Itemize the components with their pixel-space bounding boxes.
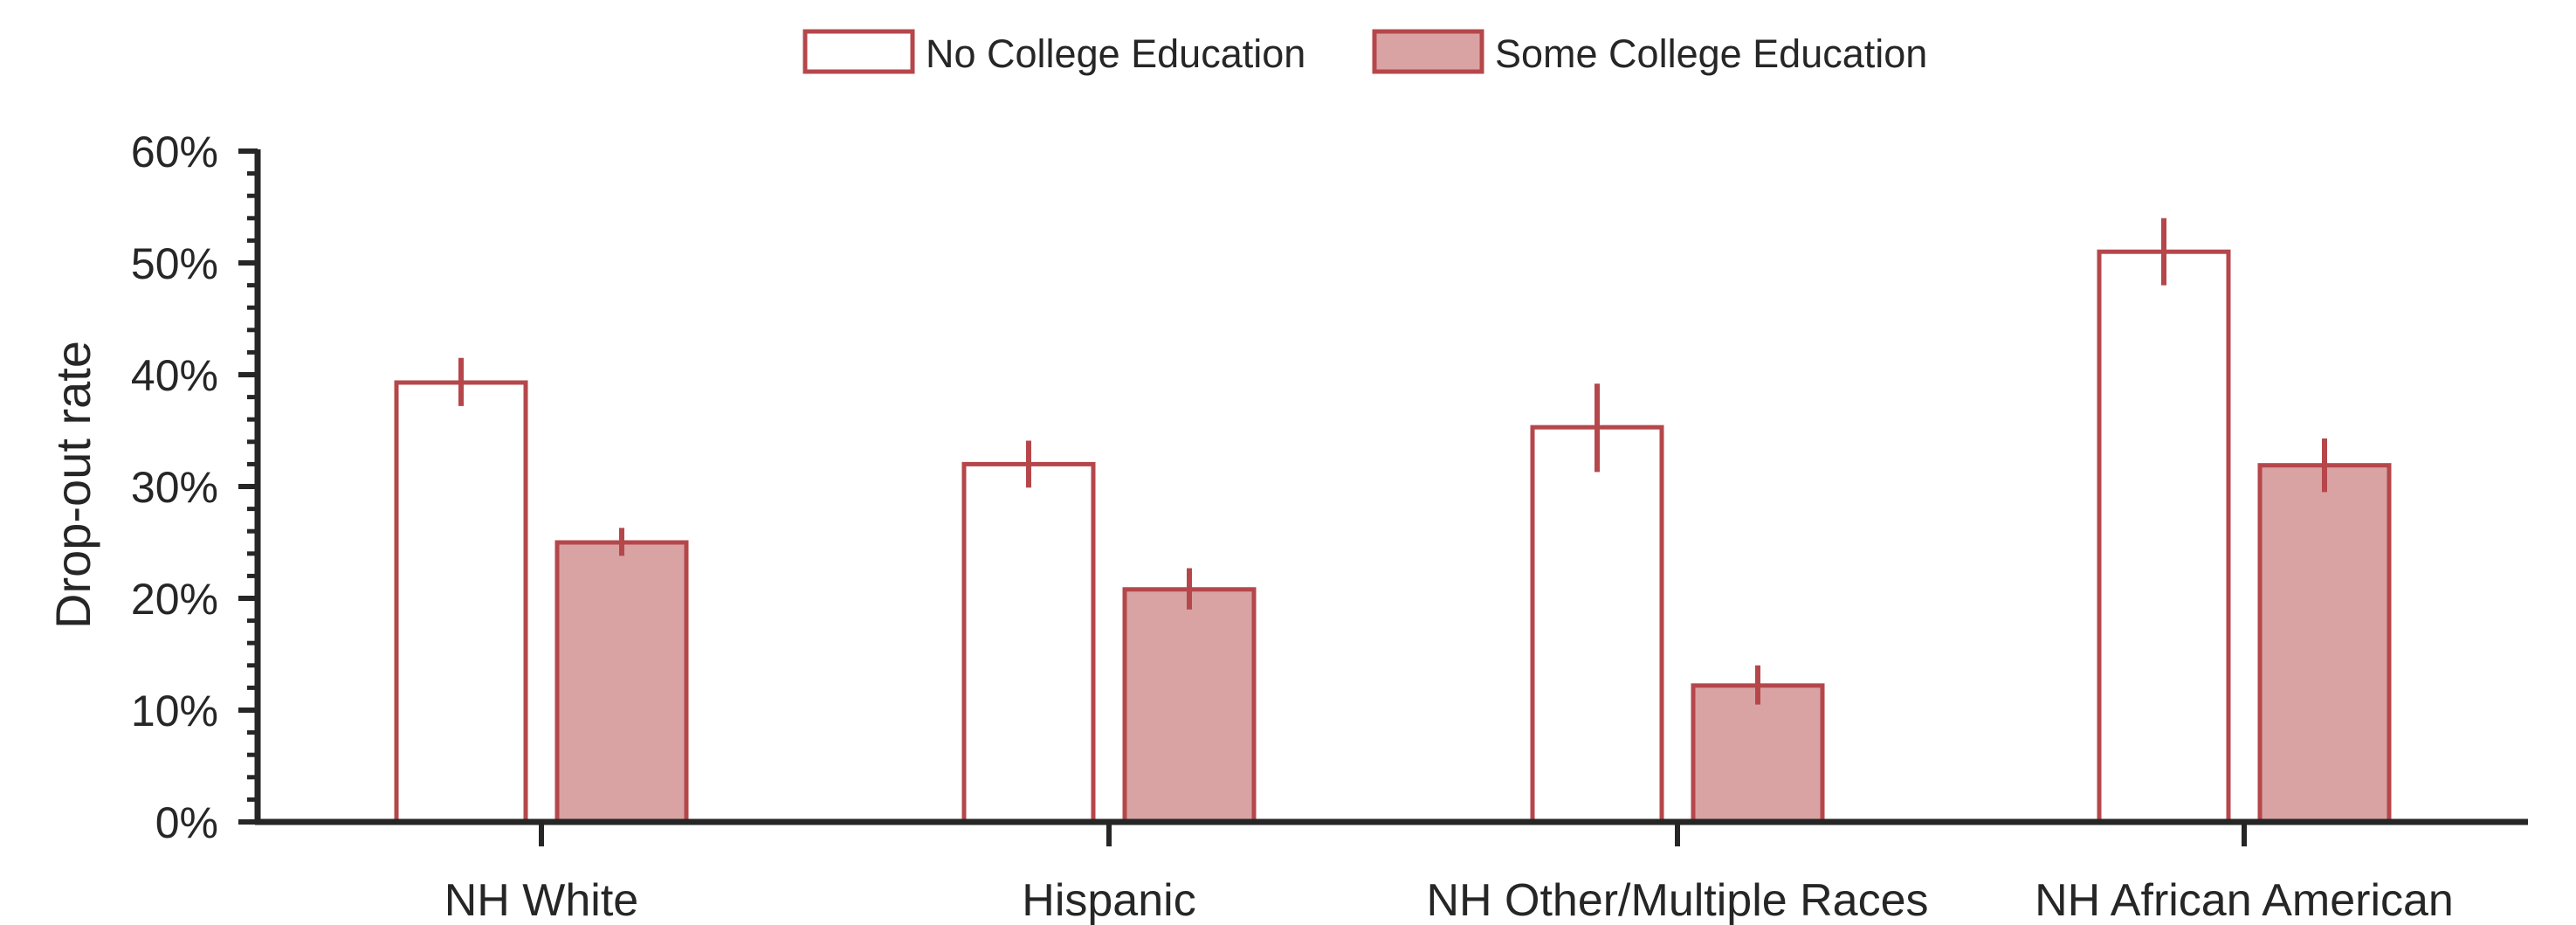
legend-label-some-college: Some College Education — [1495, 31, 1927, 76]
y-tick-label: 60% — [131, 128, 218, 176]
x-category-label: NH Other/Multiple Races — [1426, 875, 1928, 925]
x-category-label: Hispanic — [1022, 875, 1195, 925]
bar-no-college-4 — [2097, 249, 2231, 825]
y-tick-label: 0% — [155, 798, 218, 847]
y-tick-label: 20% — [131, 575, 218, 624]
legend-swatch-no-college — [802, 29, 915, 74]
bar-some-college-3 — [1691, 683, 1825, 825]
bars-group — [394, 217, 2392, 825]
bar-some-college-1 — [554, 540, 689, 825]
y-tick-label: 50% — [131, 239, 218, 288]
x-category-label: NH African American — [2035, 875, 2454, 925]
y-axis-title: Drop-out rate — [45, 341, 100, 629]
bar-no-college-2 — [961, 461, 1096, 825]
y-tick-label: 40% — [131, 351, 218, 400]
bar-no-college-1 — [394, 380, 528, 825]
legend: No College Education Some College Educati… — [802, 29, 1927, 76]
legend-swatch-some-college — [1372, 29, 1484, 74]
x-category-label: NH White — [444, 875, 638, 925]
legend-label-no-college: No College Education — [926, 31, 1305, 76]
bar-some-college-2 — [1122, 587, 1257, 825]
bar-some-college-4 — [2257, 463, 2392, 825]
axes: 0% 10% 20% 30% 40% 50% 60% NH White Hispanic NH O… — [131, 128, 2528, 925]
bar-no-college-3 — [1530, 425, 1664, 825]
y-tick-label: 30% — [131, 463, 218, 512]
y-tick-label: 10% — [131, 687, 218, 735]
